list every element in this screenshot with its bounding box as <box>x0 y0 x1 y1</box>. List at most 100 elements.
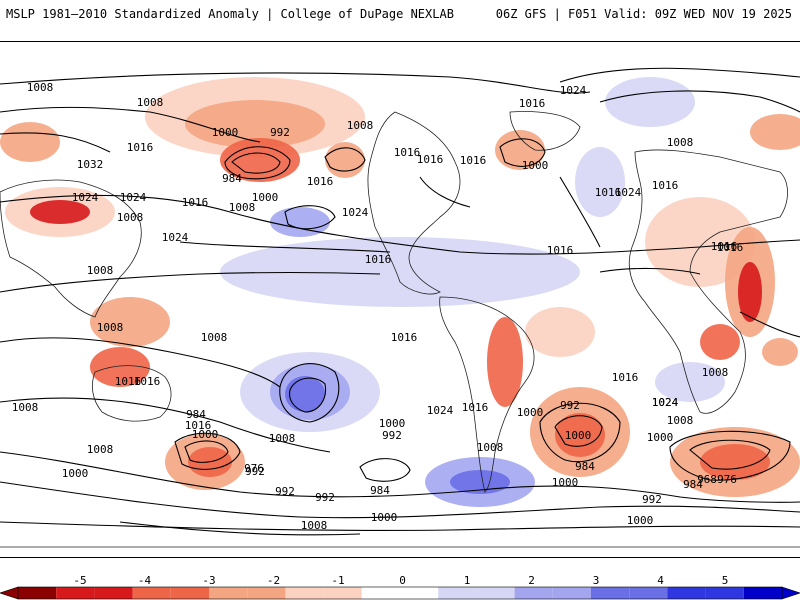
isobar-label: 1016 <box>595 186 622 199</box>
isobar-label: 976 <box>717 473 737 486</box>
colorbar-segment <box>552 587 591 599</box>
isobar-26 <box>359 458 411 482</box>
isobar-label: 1032 <box>77 158 104 171</box>
colorbar-tick-label: -5 <box>73 574 87 587</box>
anomaly-aleutian-low <box>220 138 300 182</box>
colorbar-tick-label: 5 <box>721 574 729 587</box>
anomaly-north-pacific-core <box>185 100 325 148</box>
isobar-label: 1008 <box>137 96 164 109</box>
anomaly-north-atlantic <box>605 77 695 127</box>
isobar-4 <box>559 67 800 83</box>
colorbar-segment <box>629 587 668 599</box>
isobar-27 <box>119 521 361 536</box>
isobar-label: 992 <box>560 399 580 412</box>
anomaly-si-core <box>700 444 770 480</box>
isobar-label: 1008 <box>117 211 144 224</box>
isobar-label: 1008 <box>667 136 694 149</box>
isobar-13 <box>0 337 281 388</box>
colorbar-tick-label: -2 <box>266 574 281 587</box>
model-run-info: 06Z GFS | F051 Valid: 09Z WED NOV 19 202… <box>495 7 792 21</box>
isobar-22 <box>689 439 771 470</box>
isobar-label: 1008 <box>667 414 694 427</box>
anomaly-south-atlantic-core <box>555 413 605 457</box>
isobar-label: 1016 <box>460 154 487 167</box>
isobar-label: 992 <box>245 465 265 478</box>
isobar-label: 984 <box>370 484 390 497</box>
isobar-label: 1016 <box>307 175 334 188</box>
isobar-label: 984 <box>186 408 206 421</box>
isobar-label: 1008 <box>97 321 124 334</box>
isobar-label: 1016 <box>547 244 574 257</box>
colorbar-segment <box>56 587 95 599</box>
isobar-14 <box>0 397 331 453</box>
isobar-28 <box>0 271 381 293</box>
isobar-label: 1008 <box>27 81 54 94</box>
anomaly-map-canvas: 1016 1008 1008 1016 1024 1032 1024 1016 1008 992 1… <box>0 67 800 548</box>
anomaly-tropical-pacific <box>220 237 580 307</box>
isobar-23 <box>0 451 800 503</box>
colorbar-min-arrow <box>0 586 19 600</box>
anomaly-map: 1016 1008 1008 1016 1024 1032 1024 1016 1008 992 1… <box>0 41 800 558</box>
isobar-label: 992 <box>382 429 402 442</box>
isobar-24 <box>0 481 800 519</box>
isobar-label: 1000 <box>252 191 279 204</box>
colorbar-segment <box>361 587 400 599</box>
isobar-labels: 1016 1008 1008 1016 1024 1032 1024 1016 1008 992 1… <box>12 81 744 532</box>
anomaly-north-australia <box>90 347 150 387</box>
colorbar-tick-label: 3 <box>592 574 600 587</box>
isobar-label: 1008 <box>12 401 39 414</box>
colorbar-tick-label: 4 <box>657 574 664 587</box>
isobar-label: 1008 <box>477 441 504 454</box>
isobar-label: 1008 <box>347 119 374 132</box>
anomaly-indian-east <box>762 338 798 366</box>
colorbar-segment <box>132 587 171 599</box>
isobar-label: 1000 <box>522 159 549 172</box>
isobar-label: 1024 <box>72 191 99 204</box>
anomaly-brazil <box>525 307 595 357</box>
isobar-label: 992 <box>315 491 335 504</box>
isobar-2 <box>0 106 261 143</box>
isobar-30 <box>599 267 701 275</box>
isobar-label: 1024 <box>427 404 454 417</box>
isobar-17 <box>174 432 241 470</box>
colorbar-tick-label: -4 <box>137 574 152 587</box>
isobar-19 <box>539 402 621 463</box>
colorbar-segment <box>438 587 477 599</box>
isobar-16 <box>289 377 327 413</box>
colorbar-segment <box>400 587 439 599</box>
isobar-label: 1008 <box>87 264 114 277</box>
anomaly-asa-core <box>450 470 510 494</box>
isobar-label: 984 <box>575 460 595 473</box>
isobar-label: 1000 <box>647 431 674 444</box>
isobar-label: 1008 <box>269 432 296 445</box>
isobar-7 <box>179 241 391 253</box>
anomaly-north-pacific-east <box>270 207 330 237</box>
anomaly-east-asia-core <box>30 200 90 224</box>
isobar-3 <box>0 132 111 153</box>
isobar-18 <box>184 440 229 463</box>
isobar-label: 1024 <box>120 191 147 204</box>
isobar-label: 1016 <box>365 253 392 266</box>
isobar-20 <box>554 415 603 447</box>
isobar-label: 1000 <box>62 467 89 480</box>
isobar-label: 1024 <box>652 396 679 409</box>
anomaly-scandinavia <box>750 114 800 150</box>
isobar-32 <box>739 311 800 338</box>
isobar-label: 1016 <box>717 241 744 254</box>
colorbar-segment <box>476 587 515 599</box>
isobar-label: 1016 <box>612 371 639 384</box>
isobar-label: 1008 <box>201 331 228 344</box>
colorbar-segment <box>247 587 286 599</box>
isobar-25 <box>0 521 800 531</box>
isobar-label: 984 <box>683 478 703 491</box>
isobar-11 <box>499 138 546 167</box>
anomaly-indian-south <box>655 362 725 402</box>
colorbar-segment <box>170 587 209 599</box>
isobar-21 <box>669 430 791 481</box>
isobar-label: 1016 <box>127 141 154 154</box>
isobar-label: 1016 <box>394 146 421 159</box>
isobar-label: 1016 <box>182 196 209 209</box>
anomaly-atlantic-mid <box>575 147 625 217</box>
anomaly-andes <box>487 317 523 407</box>
isobar-15 <box>279 363 340 423</box>
